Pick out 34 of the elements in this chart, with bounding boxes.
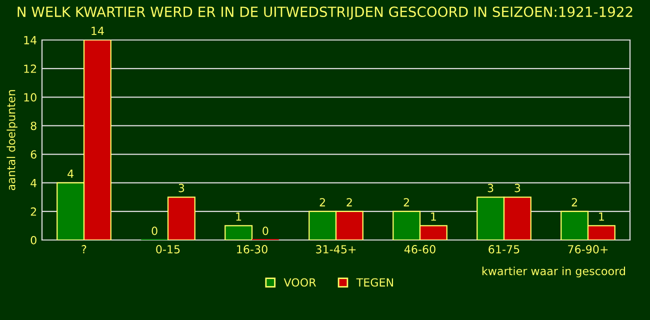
data-label: 3 bbox=[488, 184, 494, 192]
data-label: 2 bbox=[346, 198, 352, 206]
data-label: 3 bbox=[514, 184, 520, 192]
y-tick-label: 6 bbox=[30, 150, 36, 159]
data-label: 14 bbox=[92, 26, 104, 35]
x-tick-label: 61-75 bbox=[488, 245, 520, 254]
x-tick-label: 0-15 bbox=[156, 245, 180, 254]
y-axis-title: aantal doelpunten bbox=[6, 90, 18, 190]
data-label: 2 bbox=[572, 198, 577, 206]
y-tick-label: 10 bbox=[24, 93, 36, 102]
y-tick-label: 8 bbox=[30, 122, 36, 130]
data-label: 1 bbox=[599, 212, 604, 221]
x-tick-label: 31-45+ bbox=[316, 245, 356, 254]
y-tick-label: 12 bbox=[24, 64, 36, 73]
y-tick-label: 4 bbox=[30, 178, 37, 188]
legend-label: TEGEN bbox=[356, 278, 393, 287]
y-tick-label: 2 bbox=[30, 207, 36, 216]
chart-title: N WELK KWARTIER WERD ER IN DE UITWEDSTRIJDEN GESCOORD IN SEIZOEN:1921-1922 bbox=[18, 6, 632, 20]
x-tick-label: 46-60 bbox=[404, 245, 436, 254]
x-tick-label: 16-30 bbox=[237, 245, 268, 254]
x-axis-title: kwartier waar in gescoord bbox=[482, 266, 625, 278]
data-label: 1 bbox=[431, 212, 436, 221]
x-tick-label: ? bbox=[82, 245, 86, 254]
data-label: 2 bbox=[404, 198, 409, 206]
data-label: 3 bbox=[178, 184, 184, 192]
y-tick-label: 0 bbox=[30, 236, 36, 244]
y-tick-label: 14 bbox=[24, 36, 37, 44]
data-label: 0 bbox=[152, 226, 158, 236]
data-label: 1 bbox=[236, 212, 242, 221]
data-label: 0 bbox=[262, 226, 268, 236]
data-label: 2 bbox=[320, 198, 325, 206]
data-label: 4 bbox=[68, 170, 74, 178]
x-tick-label: 76-90+ bbox=[568, 245, 608, 254]
legend-label: VOOR bbox=[284, 278, 316, 287]
